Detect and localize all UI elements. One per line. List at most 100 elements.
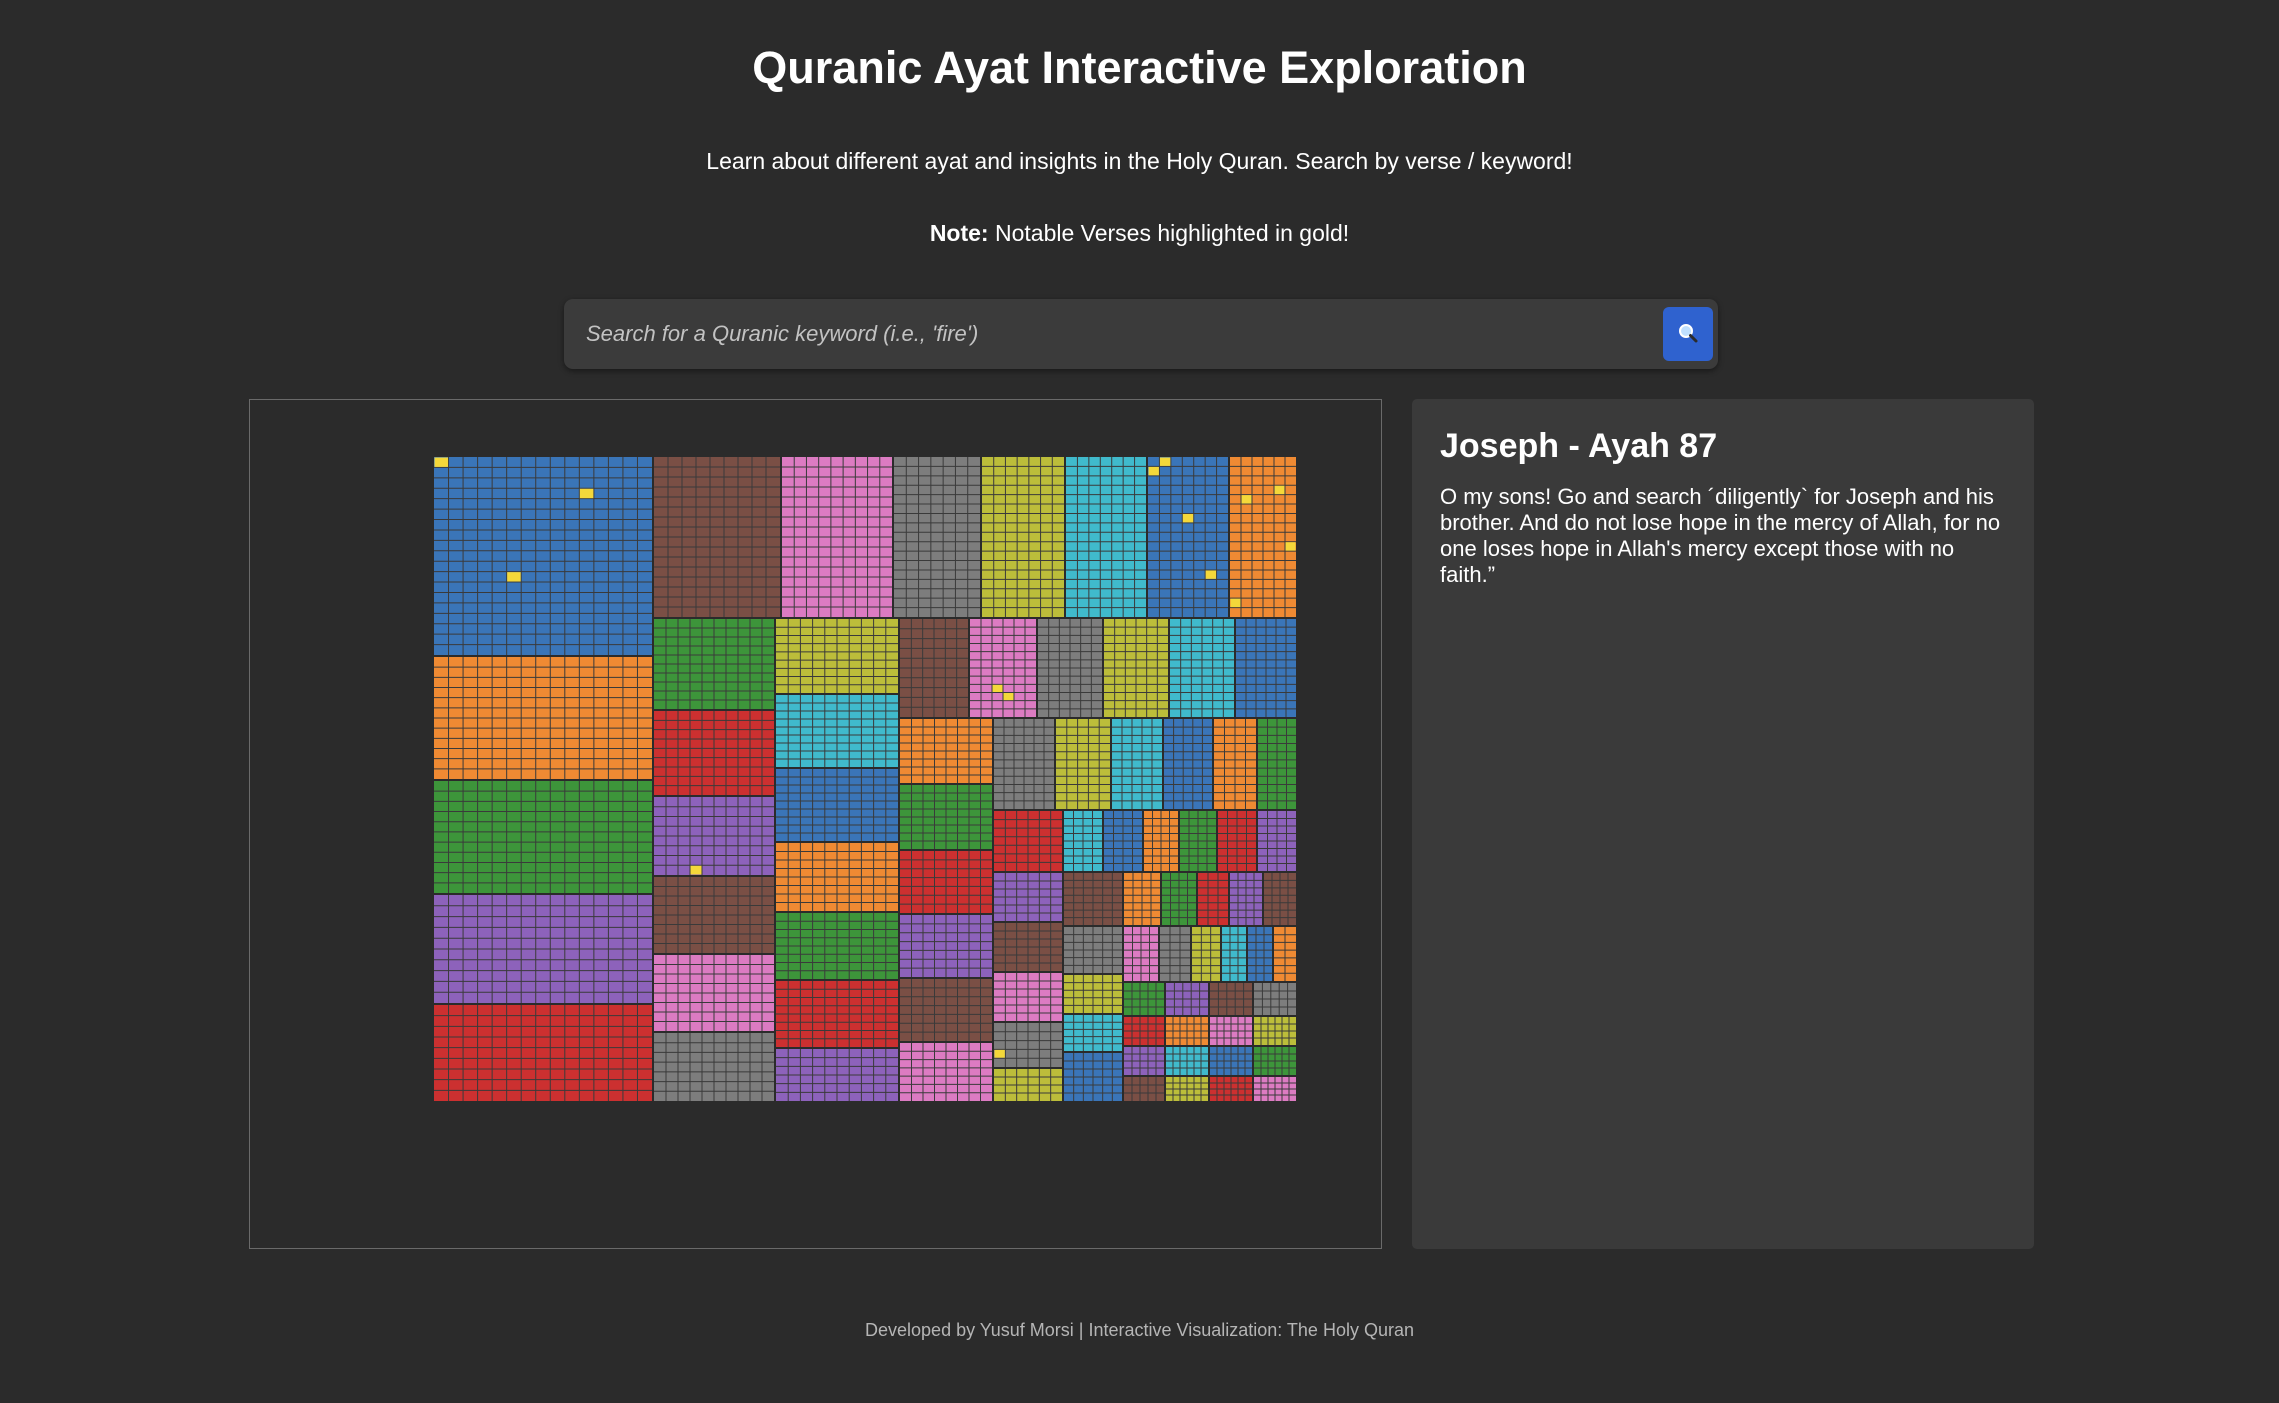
surah-block[interactable]: [1110, 717, 1164, 811]
surah-block[interactable]: [980, 456, 1066, 619]
surah-block[interactable]: [892, 456, 982, 619]
surah-block[interactable]: [992, 717, 1056, 811]
surah-block[interactable]: [1160, 871, 1198, 927]
search-input[interactable]: [564, 299, 1654, 369]
notable-ayah-cell[interactable]: [992, 684, 1003, 692]
surah-block[interactable]: [992, 871, 1064, 923]
surah-block[interactable]: [1228, 456, 1297, 619]
surah-block[interactable]: [774, 693, 900, 769]
search-button[interactable]: [1663, 307, 1713, 361]
notable-ayah-cell[interactable]: [1003, 693, 1014, 701]
surah-block[interactable]: [1142, 809, 1180, 873]
surah-block[interactable]: [652, 709, 776, 797]
surah-block[interactable]: [1168, 617, 1236, 719]
notable-ayah-cell[interactable]: [1148, 466, 1159, 476]
surah-block[interactable]: [433, 779, 654, 895]
notable-ayah-cell[interactable]: [690, 865, 702, 875]
notable-ayah-cell[interactable]: [507, 572, 521, 582]
surah-block[interactable]: [1164, 1045, 1210, 1077]
surah-block[interactable]: [898, 783, 994, 851]
surah-block[interactable]: [992, 809, 1064, 873]
notable-ayah-cell[interactable]: [1285, 542, 1296, 551]
verse-treemap[interactable]: [433, 456, 1297, 1102]
surah-block[interactable]: [1102, 809, 1144, 873]
surah-block[interactable]: [898, 617, 970, 719]
surah-block[interactable]: [1164, 981, 1210, 1017]
surah-block[interactable]: [1208, 1015, 1254, 1047]
surah-block[interactable]: [1272, 925, 1297, 983]
notable-ayah-cell[interactable]: [1205, 570, 1217, 579]
notable-ayah-cell[interactable]: [434, 457, 449, 467]
surah-block[interactable]: [1062, 973, 1124, 1015]
surah-block[interactable]: [433, 1003, 654, 1102]
surah-block[interactable]: [652, 875, 776, 955]
surah-block[interactable]: [898, 717, 994, 785]
surah-block[interactable]: [1062, 1051, 1124, 1102]
notable-ayah-cell[interactable]: [994, 1049, 1005, 1058]
surah-block[interactable]: [992, 1067, 1064, 1102]
surah-block[interactable]: [1164, 1015, 1210, 1047]
surah-block[interactable]: [433, 655, 654, 781]
surah-block[interactable]: [1234, 617, 1297, 719]
surah-block[interactable]: [1252, 1015, 1297, 1047]
surah-block[interactable]: [1146, 456, 1230, 619]
notable-ayah-cell[interactable]: [1274, 485, 1285, 495]
surah-block[interactable]: [652, 795, 776, 877]
surah-block[interactable]: [1208, 1045, 1254, 1077]
surah-block[interactable]: [433, 456, 654, 657]
surah-block[interactable]: [1208, 1075, 1254, 1102]
surah-block[interactable]: [1064, 456, 1148, 619]
surah-block[interactable]: [1208, 981, 1254, 1017]
surah-block[interactable]: [652, 456, 782, 619]
surah-block[interactable]: [1256, 717, 1297, 811]
surah-block[interactable]: [968, 617, 1038, 719]
surah-block[interactable]: [1122, 1045, 1166, 1077]
surah-block[interactable]: [1062, 1013, 1124, 1053]
surah-block[interactable]: [652, 953, 776, 1033]
surah-block[interactable]: [774, 979, 900, 1049]
notable-ayah-cell[interactable]: [1241, 495, 1252, 504]
notable-ayah-cell[interactable]: [579, 488, 594, 499]
surah-block[interactable]: [1122, 1015, 1166, 1047]
surah-block[interactable]: [652, 617, 776, 711]
surah-block[interactable]: [1212, 717, 1258, 811]
surah-block[interactable]: [1062, 809, 1104, 873]
surah-block[interactable]: [992, 971, 1064, 1023]
surah-block[interactable]: [1252, 1045, 1297, 1077]
surah-block[interactable]: [1256, 809, 1297, 873]
surah-block[interactable]: [1122, 871, 1162, 927]
surah-block[interactable]: [1158, 925, 1192, 983]
surah-block[interactable]: [774, 767, 900, 843]
surah-block[interactable]: [1216, 809, 1258, 873]
surah-block[interactable]: [1252, 1075, 1297, 1102]
surah-block[interactable]: [1162, 717, 1214, 811]
surah-block[interactable]: [1122, 925, 1160, 983]
notable-ayah-cell[interactable]: [1230, 598, 1241, 608]
surah-block[interactable]: [774, 911, 900, 981]
surah-block[interactable]: [1178, 809, 1218, 873]
surah-block[interactable]: [1102, 617, 1170, 719]
surah-block[interactable]: [1122, 981, 1166, 1017]
surah-block[interactable]: [898, 977, 994, 1043]
surah-block[interactable]: [992, 921, 1064, 973]
surah-block[interactable]: [652, 1031, 776, 1102]
surah-block[interactable]: [992, 1021, 1064, 1069]
surah-block[interactable]: [1164, 1075, 1210, 1102]
surah-block[interactable]: [780, 456, 894, 619]
surah-block[interactable]: [1228, 871, 1264, 927]
surah-block[interactable]: [1246, 925, 1274, 983]
surah-block[interactable]: [1262, 871, 1297, 927]
surah-block[interactable]: [1190, 925, 1222, 983]
notable-ayah-cell[interactable]: [1159, 457, 1171, 466]
surah-block[interactable]: [774, 617, 900, 695]
surah-block[interactable]: [1062, 925, 1124, 975]
surah-block[interactable]: [1252, 981, 1297, 1017]
notable-ayah-cell[interactable]: [1182, 513, 1194, 523]
surah-block[interactable]: [1220, 925, 1248, 983]
surah-block[interactable]: [774, 841, 900, 913]
surah-block[interactable]: [1054, 717, 1112, 811]
surah-block[interactable]: [1036, 617, 1104, 719]
surah-block[interactable]: [1122, 1075, 1166, 1102]
surah-block[interactable]: [898, 1041, 994, 1102]
surah-block[interactable]: [774, 1047, 900, 1102]
